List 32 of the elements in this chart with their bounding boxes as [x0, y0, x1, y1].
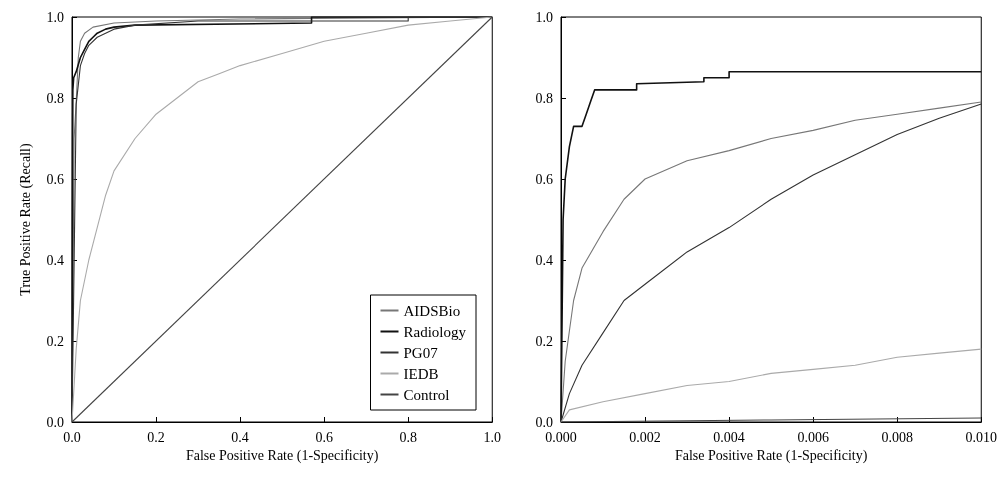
y-tick-label: 0.8 — [535, 90, 553, 106]
y-tick-label: 1.0 — [535, 9, 553, 25]
x-tick-label: 0.002 — [629, 429, 661, 445]
x-tick-label: 0.4 — [231, 429, 249, 445]
x-tick-label: 0.010 — [965, 429, 997, 445]
x-tick-label: 0.004 — [713, 429, 745, 445]
x-axis-title: False Positive Rate (1-Specificity) — [674, 448, 868, 465]
x-tick-label: 0.008 — [881, 429, 913, 445]
x-tick-label: 0.6 — [315, 429, 333, 445]
x-tick-label: 0.006 — [797, 429, 829, 445]
x-tick-label: 0.000 — [545, 429, 577, 445]
y-tick-label: 0.4 — [46, 252, 64, 268]
legend-label: Control — [403, 386, 450, 403]
y-tick-label: 1.0 — [46, 9, 64, 25]
x-axis-title: False Positive Rate (1-Specificity) — [185, 448, 379, 465]
x-tick-label: 0.0 — [63, 429, 81, 445]
y-tick-label: 0.4 — [535, 252, 553, 268]
x-tick-label: 0.2 — [147, 429, 165, 445]
y-tick-label: 0.2 — [46, 333, 64, 349]
x-tick-label: 0.8 — [399, 429, 417, 445]
y-axis-title: True Positive Rate (Recall) — [17, 143, 34, 296]
legend-label: IEDB — [403, 365, 439, 382]
legend-label: AIDSBio — [403, 302, 461, 319]
y-tick-label: 0.6 — [535, 171, 553, 187]
legend-label: PG07 — [403, 344, 439, 361]
y-tick-label: 0.2 — [535, 333, 553, 349]
x-tick-label: 1.0 — [483, 429, 501, 445]
y-tick-label: 0.0 — [535, 414, 553, 430]
y-tick-label: 0.0 — [46, 414, 64, 430]
y-tick-label: 0.8 — [46, 90, 64, 106]
legend-label: Radiology — [403, 323, 467, 340]
y-tick-label: 0.6 — [46, 171, 64, 187]
